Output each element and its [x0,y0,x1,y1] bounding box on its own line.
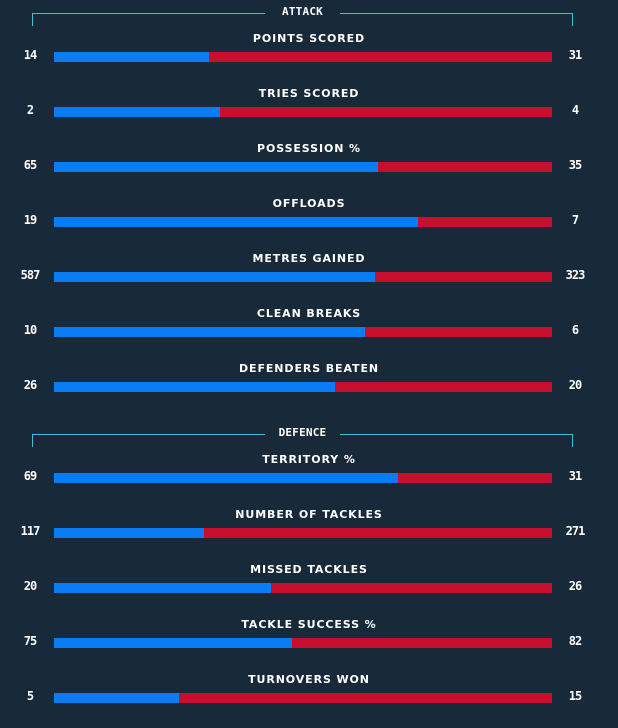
home-value: 117 [20,524,41,538]
section-header-attack: ATTACK [32,5,573,27]
home-value: 5 [26,689,34,703]
away-value: 31 [568,48,582,62]
comparison-bar [54,382,552,392]
home-value: 20 [23,579,37,593]
comparison-bar [54,473,552,483]
stat-row-tries-scored: TRIES SCORED 2 4 [0,87,618,127]
away-value: 323 [565,268,586,282]
home-bar-segment [54,272,376,282]
home-bar-segment [54,162,378,172]
home-bar-segment [54,107,220,117]
home-bar-segment [54,693,179,703]
home-bar-segment [54,217,419,227]
stat-row-missed-tackles: MISSED TACKLES 20 26 [0,563,618,603]
stat-label: TRIES SCORED [258,87,360,100]
stat-label: NUMBER OF TACKLES [235,508,383,521]
stat-row-defenders-beaten: DEFENDERS BEATEN 26 20 [0,362,618,402]
home-value: 14 [23,48,37,62]
comparison-bar [54,107,552,117]
stat-row-clean-breaks: CLEAN BREAKS 10 6 [0,307,618,347]
comparison-bar [54,693,552,703]
section-bracket-left [32,13,265,26]
home-bar-segment [54,583,271,593]
comparison-bar [54,327,552,337]
comparison-bar [54,638,552,648]
stat-label: TURNOVERS WON [248,673,370,686]
away-value: 7 [571,213,579,227]
comparison-bar [54,272,552,282]
home-value: 75 [23,634,37,648]
home-bar-segment [54,638,293,648]
stat-row-territory-pct: TERRITORY % 69 31 [0,453,618,493]
comparison-bar [54,528,552,538]
away-value: 271 [565,524,586,538]
comparison-bar [54,52,552,62]
away-value: 35 [568,158,582,172]
home-bar-segment [54,473,398,483]
section-title: ATTACK [282,5,323,18]
stat-row-possession-pct: POSSESSION % 65 35 [0,142,618,182]
stats-section-attack: ATTACK POINTS SCORED 14 31 TRIES SCORED 2 4 POS… [0,5,618,402]
stats-section-defence: DEFENCE TERRITORY % 69 31 NUMBER OF TACKLES 1… [0,421,618,728]
home-value: 19 [23,213,37,227]
comparison-bar [54,217,552,227]
away-value: 31 [568,469,582,483]
home-value: 587 [20,268,41,282]
stat-row-turnovers-won: TURNOVERS WON 5 15 [0,673,618,713]
section-bracket-left [32,434,265,447]
home-value: 65 [23,158,37,172]
comparison-bar [54,583,552,593]
stat-label: POSSESSION % [257,142,361,155]
stat-row-number-of-tackles: NUMBER OF TACKLES 117 271 [0,508,618,548]
stat-row-points-scored: POINTS SCORED 14 31 [0,32,618,72]
home-value: 69 [23,469,37,483]
away-value: 6 [571,323,579,337]
stat-label: DEFENDERS BEATEN [239,362,379,375]
home-bar-segment [54,528,205,538]
stat-label: MISSED TACKLES [250,563,368,576]
home-value: 26 [23,378,37,392]
stat-label: TACKLE SUCCESS % [241,618,377,631]
home-value: 2 [26,103,34,117]
section-bracket-right [340,434,573,447]
home-bar-segment [54,382,336,392]
section-title: DEFENCE [278,426,327,439]
stat-label: CLEAN BREAKS [256,307,362,320]
home-value: 10 [23,323,37,337]
home-bar-segment [54,327,366,337]
away-value: 4 [571,103,579,117]
stat-label: TERRITORY % [262,453,356,466]
away-value: 20 [568,378,582,392]
away-value: 82 [568,634,582,648]
stat-label: OFFLOADS [272,197,346,210]
stat-label: POINTS SCORED [252,32,366,45]
stat-row-tackle-success-pct: TACKLE SUCCESS % 75 82 [0,618,618,658]
section-header-defence: DEFENCE [32,426,573,448]
comparison-bar [54,162,552,172]
stat-row-offloads: OFFLOADS 19 7 [0,197,618,237]
away-value: 26 [568,579,582,593]
section-bracket-right [340,13,573,26]
stat-label: METRES GAINED [252,252,366,265]
away-value: 15 [568,689,582,703]
home-bar-segment [54,52,209,62]
stat-row-metres-gained: METRES GAINED 587 323 [0,252,618,292]
